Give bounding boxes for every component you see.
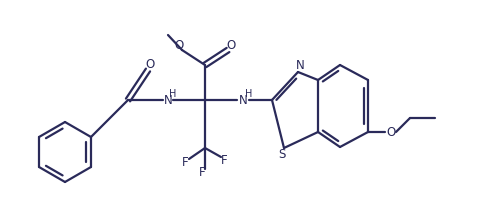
Text: N: N	[163, 93, 172, 107]
Text: H: H	[169, 89, 176, 99]
Text: O: O	[226, 38, 235, 51]
Text: O: O	[385, 126, 395, 138]
Text: S: S	[278, 149, 285, 161]
Text: F: F	[198, 166, 205, 180]
Text: N: N	[238, 93, 247, 107]
Text: O: O	[145, 58, 154, 70]
Text: N: N	[295, 58, 304, 72]
Text: F: F	[181, 156, 188, 169]
Text: F: F	[220, 153, 227, 166]
Text: O: O	[174, 38, 183, 51]
Text: H: H	[245, 89, 252, 99]
